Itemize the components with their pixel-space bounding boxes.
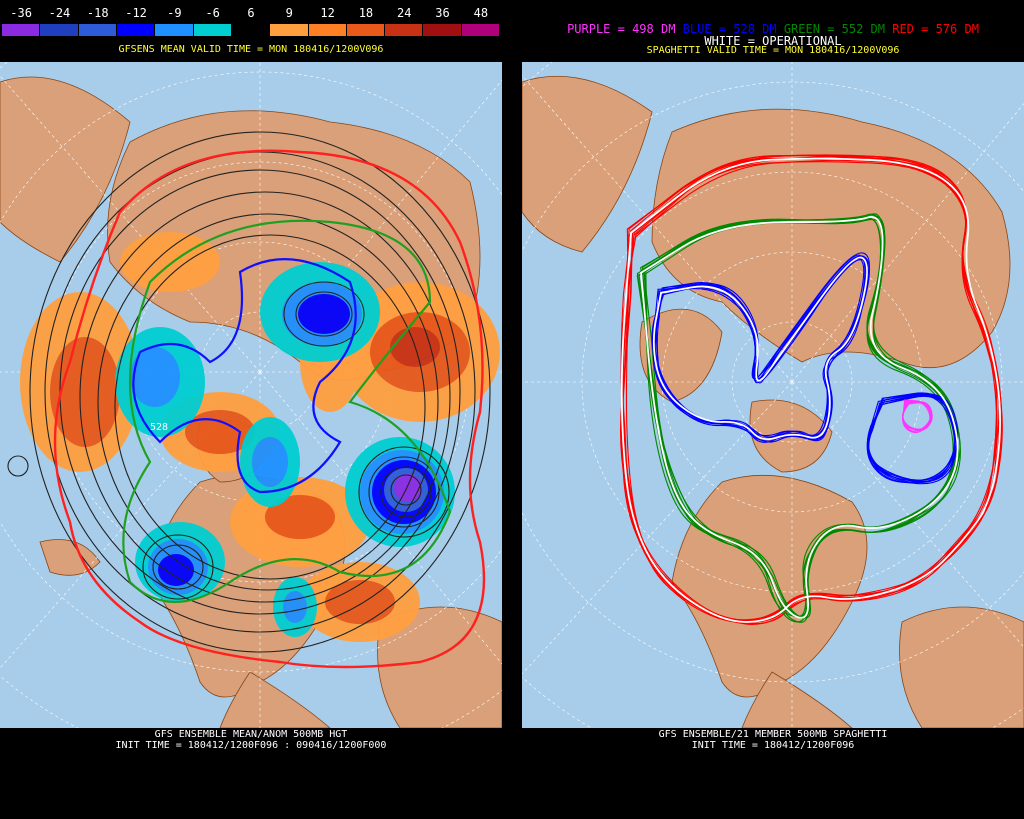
mean-footer-init: INIT TIME = 180412/1200F096 : 090416/120… — [115, 740, 387, 751]
colorbar-swatch — [116, 24, 156, 36]
mean-valid-time: GFSENS MEAN VALID TIME = MON 180416/1200… — [118, 44, 384, 55]
ensemble-member-contour — [641, 213, 959, 618]
ensemble-member-contour — [622, 155, 1000, 623]
ensemble-member-contour — [902, 401, 933, 430]
spaghetti-footer-init: INIT TIME = 180412/1200F096 — [691, 740, 855, 751]
colorbar-tick-label: -12 — [125, 6, 147, 20]
colorbar-swatch — [2, 24, 41, 36]
ensemble-member-contour — [620, 157, 1001, 623]
colorbar-swatch — [78, 24, 117, 36]
graticule — [522, 62, 1024, 728]
ensemble-member-contour — [868, 393, 959, 481]
anomaly-colorbar: -36 -24 -18 -12 -9 -6 6 9 12 18 24 36 48 — [2, 4, 501, 36]
ensemble-mean-map: 528 — [0, 62, 502, 728]
colorbar-tick-label: -24 — [48, 6, 71, 20]
spaghetti-footer-title: GFS ENSEMBLE/21 MEMBER 500MB SPAGHETTI — [658, 729, 888, 740]
colorbar-swatch — [155, 24, 194, 36]
ensemble-member-contour — [902, 400, 932, 432]
legend-red: RED = 576 DM — [892, 22, 979, 36]
legend-green: GREEN = 552 DM — [783, 22, 885, 36]
spaghetti-498-purple — [902, 399, 933, 434]
colorbar-tick-label: 18 — [358, 6, 374, 20]
spaghetti-552-green — [636, 213, 961, 623]
colorbar-swatch — [231, 24, 271, 36]
legend-blue: BLUE = 528 DM — [682, 22, 777, 36]
contour-528-label: 528 — [150, 422, 168, 433]
ensemble-member-contour — [620, 154, 1003, 624]
colorbar-swatch — [193, 24, 232, 36]
contour-528-blue — [132, 258, 357, 494]
spaghetti-legend: PURPLE = 498 DM BLUE = 528 DM GREEN = 55… — [522, 22, 1024, 36]
ensemble-member-contour — [902, 401, 933, 431]
ensemble-mean-panel: -36 -24 -18 -12 -9 -6 6 9 12 18 24 36 48 GFSENS MEAN… — [0, 0, 502, 819]
colorbar-tick-label: 12 — [320, 6, 335, 20]
mean-footer-title: GFS ENSEMBLE MEAN/ANOM 500MB HGT — [154, 729, 348, 740]
colorbar-tick-label: 24 — [396, 6, 412, 20]
contour-576-red — [53, 149, 486, 669]
colorbar-swatch — [40, 24, 79, 36]
spaghetti-valid-time: SPAGHETTI VALID TIME = MON 180416/1200V0… — [646, 45, 900, 56]
legend-purple: PURPLE = 498 DM — [567, 22, 676, 36]
mean-anomaly-map-svg: 528 — [0, 62, 502, 728]
colorbar-swatch — [346, 24, 386, 36]
panel-divider — [502, 0, 522, 819]
colorbar-swatch — [270, 24, 309, 36]
height-contours — [7, 131, 491, 653]
colorbar-swatch — [308, 24, 347, 36]
contour-552-green — [122, 219, 452, 603]
colorbar-tick-label: -36 — [10, 6, 32, 20]
colorbar-tick-label: -6 — [205, 6, 220, 20]
ensemble-member-contour — [640, 216, 959, 619]
spaghetti-map-svg — [522, 62, 1024, 728]
ensemble-member-contour — [652, 256, 868, 441]
colorbar-tick-label: 6 — [247, 6, 255, 20]
spaghetti-operational-white — [620, 157, 1001, 623]
colorbar-swatch — [461, 24, 501, 36]
ensemble-member-contour — [866, 393, 957, 485]
colorbar-tick-label: 48 — [473, 6, 489, 20]
colorbar-tick-label: -18 — [86, 6, 109, 20]
colorbar-tick-label: 36 — [435, 6, 450, 20]
colorbar-tick-label: 9 — [285, 6, 293, 20]
colorbar-swatch — [423, 24, 462, 36]
landmasses — [522, 75, 1024, 728]
colorbar-swatch — [385, 24, 424, 36]
spaghetti-map — [522, 62, 1024, 728]
colorbar-tick-label: -9 — [167, 6, 182, 20]
legend-white: WHITE = OPERATIONAL — [704, 34, 842, 48]
spaghetti-panel: PURPLE = 498 DM BLUE = 528 DM GREEN = 55… — [522, 0, 1024, 819]
